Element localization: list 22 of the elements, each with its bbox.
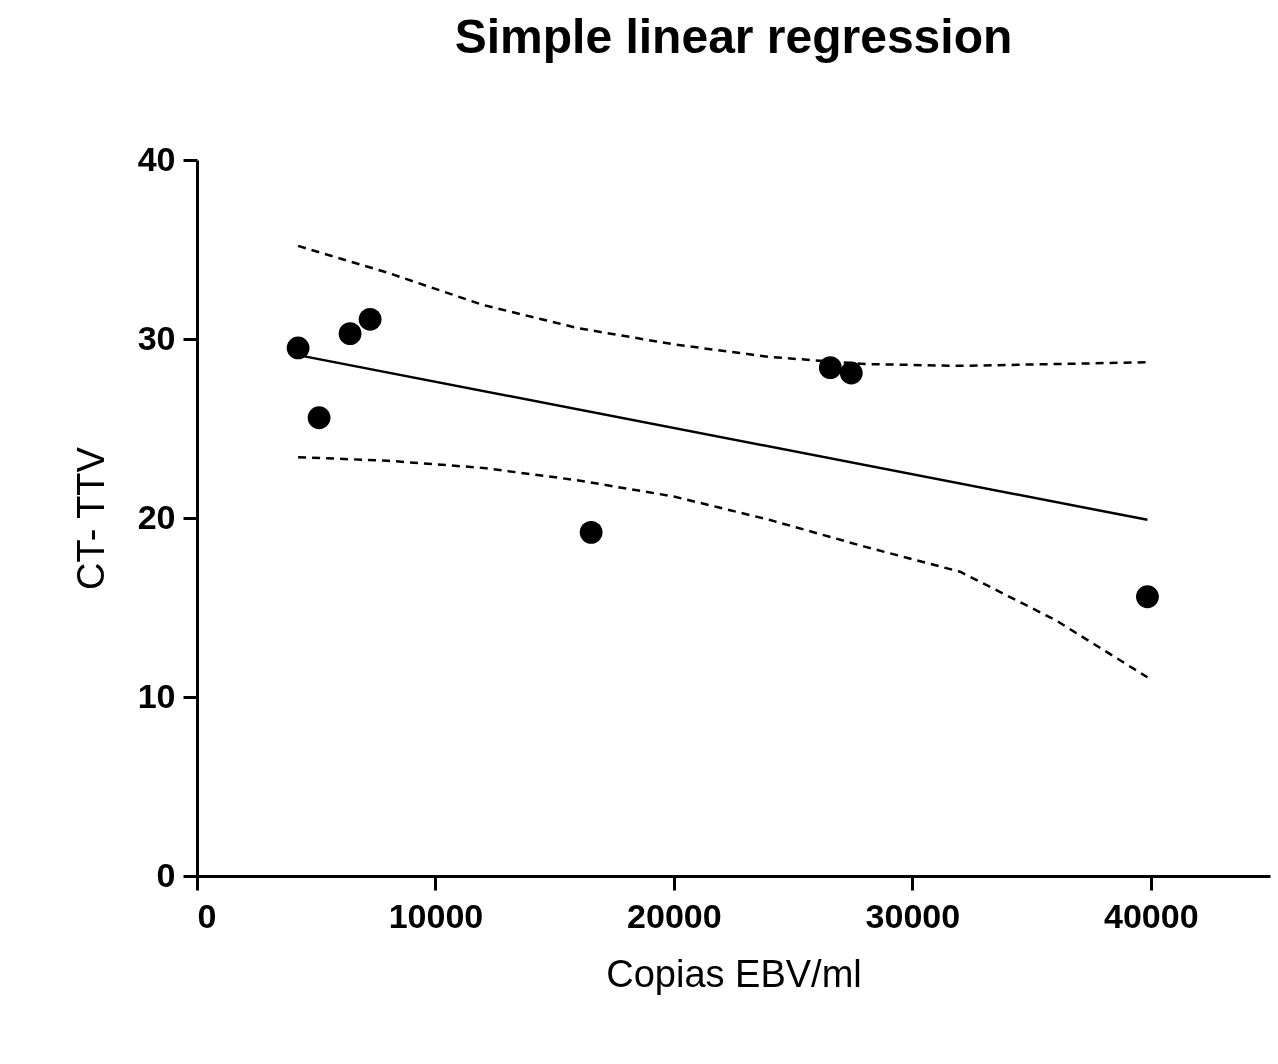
y-tick-label: 40	[137, 139, 176, 178]
point	[338, 322, 362, 346]
x-tick-label: 0	[197, 896, 217, 935]
x-tick-label: 10000	[388, 896, 484, 935]
point	[818, 356, 842, 380]
point	[307, 406, 331, 430]
point	[579, 520, 603, 544]
y-tick-label: 0	[156, 855, 176, 894]
x-tick-label: 40000	[1104, 896, 1199, 935]
point	[1136, 585, 1159, 609]
y-tick-label: 30	[137, 318, 176, 357]
x-tick-label: 30000	[865, 896, 961, 935]
y-axis-title: CT- TTV	[69, 446, 112, 590]
point	[839, 361, 863, 385]
y-tick-label: 10	[137, 676, 176, 715]
x-tick-label: 20000	[627, 896, 722, 935]
y-tick-label: 20	[137, 497, 176, 536]
line-series	[296, 455, 1149, 679]
point	[286, 336, 310, 360]
x-axis-title: Copias EBV/ml	[606, 952, 862, 995]
chart-title: Simple linear regression	[454, 10, 1013, 63]
point	[358, 307, 382, 331]
